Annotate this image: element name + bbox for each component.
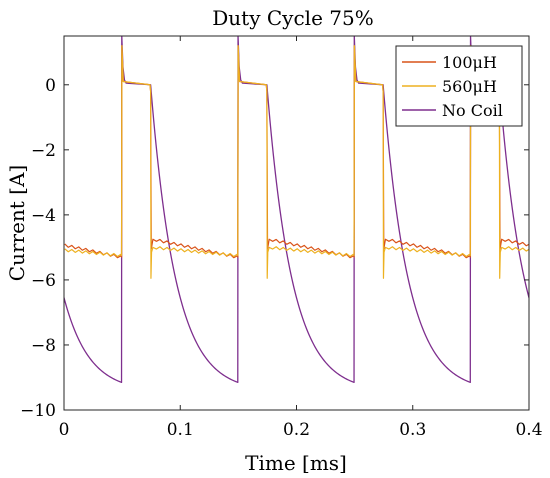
x-tick-label: 0.3 bbox=[399, 420, 426, 440]
series-line-2 bbox=[64, 36, 529, 384]
legend-label-0: 100μH bbox=[442, 53, 497, 72]
legend-label-1: 560μH bbox=[442, 77, 497, 96]
y-tick-label: −4 bbox=[31, 206, 56, 226]
ticks-group: 0 0.1 0.2 0.3 0.4 0 −2 −4 −6 −8 −10 bbox=[20, 36, 543, 440]
x-tick-label: 0.1 bbox=[167, 420, 194, 440]
chart-title: Duty Cycle 75% bbox=[212, 6, 373, 30]
y-tick-label: −10 bbox=[20, 401, 56, 421]
y-axis-label: Current [A] bbox=[5, 165, 29, 281]
y-tick-label: −2 bbox=[31, 141, 56, 161]
x-tick-label: 0.2 bbox=[283, 420, 310, 440]
series-group bbox=[64, 36, 529, 384]
legend-items: 100μH 560μH No Coil bbox=[402, 53, 503, 120]
x-axis-label: Time [ms] bbox=[245, 451, 347, 475]
series-line-1 bbox=[64, 45, 529, 279]
y-tick-label: −8 bbox=[31, 336, 56, 356]
x-tick-label: 0.4 bbox=[515, 420, 542, 440]
y-tick-label: 0 bbox=[45, 76, 56, 96]
legend-label-2: No Coil bbox=[442, 101, 503, 120]
y-tick-label: −6 bbox=[31, 271, 56, 291]
legend: 100μH 560μH No Coil bbox=[395, 45, 523, 127]
x-tick-label: 0 bbox=[59, 420, 70, 440]
